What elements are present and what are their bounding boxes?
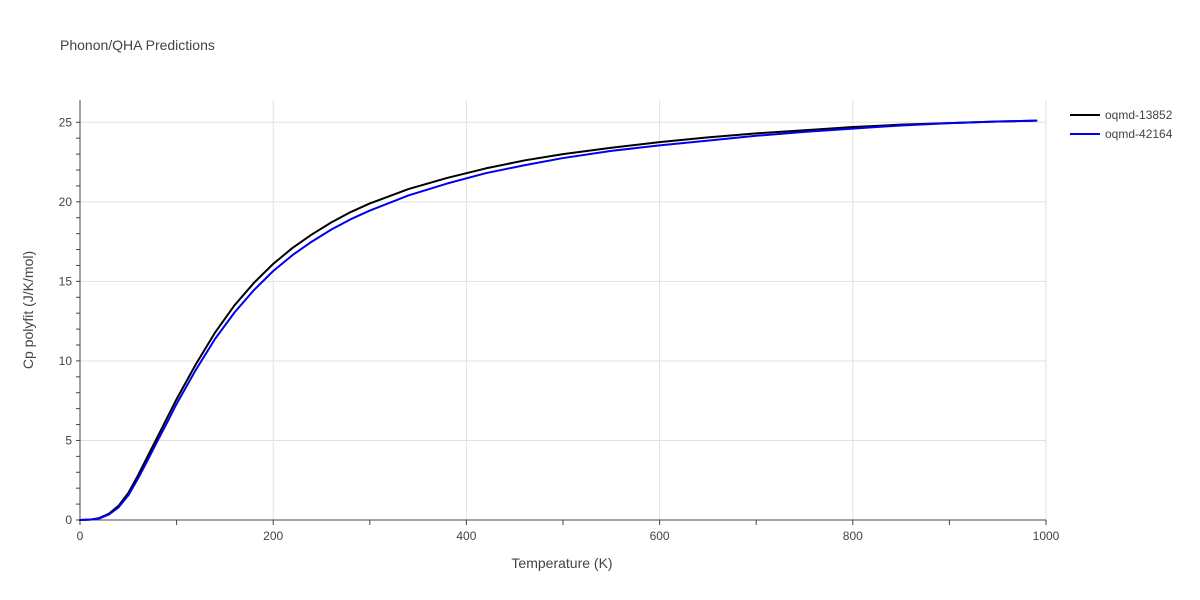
y-axis-title: Cp polyfit (J/K/mol)	[20, 251, 36, 369]
chart-title: Phonon/QHA Predictions	[60, 37, 215, 53]
x-tick-label: 400	[456, 529, 476, 543]
legend-label: oqmd-13852	[1105, 108, 1173, 122]
series-line-oqmd-42164	[79, 119, 1038, 521]
grid	[80, 100, 1047, 520]
x-tick-label: 200	[263, 529, 283, 543]
y-tick-label: 5	[65, 433, 72, 447]
x-tick-label: 800	[843, 529, 863, 543]
y-tick-label: 25	[59, 115, 73, 129]
ticks: 0 5 10 15 20 25 0 200 400 600 800 1000	[59, 115, 1060, 543]
series	[79, 119, 1038, 521]
y-tick-label: 15	[59, 274, 73, 288]
x-axis-title: Temperature (K)	[511, 555, 612, 571]
y-tick-label: 20	[59, 195, 73, 209]
series-line-oqmd-13852	[79, 119, 1038, 521]
legend-label: oqmd-42164	[1105, 127, 1173, 141]
y-tick-label: 10	[59, 354, 73, 368]
y-tick-label: 0	[65, 513, 72, 527]
x-tick-label: 1000	[1033, 529, 1060, 543]
x-tick-label: 0	[77, 529, 84, 543]
legend: oqmd-13852 oqmd-42164	[1070, 108, 1173, 141]
axes	[79, 100, 1046, 521]
x-tick-label: 600	[650, 529, 670, 543]
